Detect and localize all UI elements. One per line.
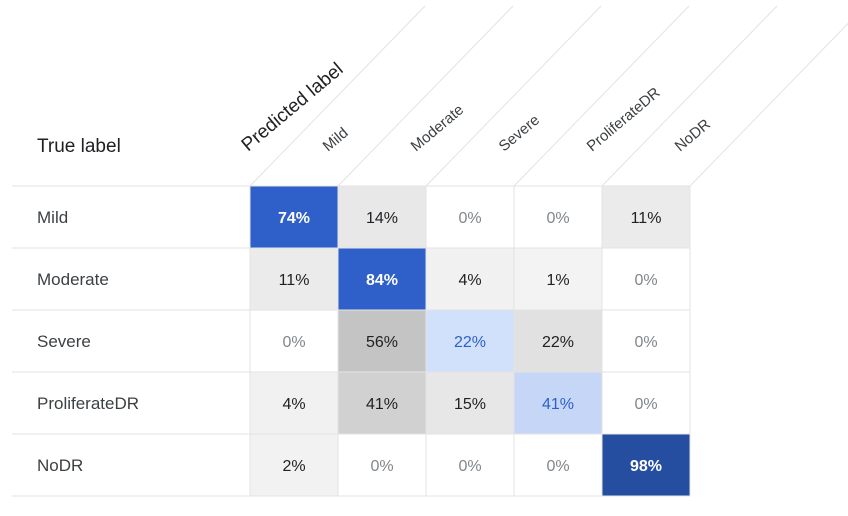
cell-value-label: 2% [282, 458, 305, 475]
matrix-cell [337, 247, 427, 311]
column-header-divider-lines [249, 5, 848, 187]
cell-value-label: 22% [542, 334, 574, 351]
matrix-cell [513, 185, 603, 249]
matrix-cell [601, 371, 691, 435]
cell-value-label: 0% [634, 334, 657, 351]
cell-value-label: 0% [634, 272, 657, 289]
cell-value-label: 0% [546, 210, 569, 227]
matrix-cell [513, 433, 603, 497]
cell-value-label: 1% [546, 272, 569, 289]
cell-value-label: 0% [458, 210, 481, 227]
matrix-cell [249, 371, 339, 435]
matrix-cell [601, 433, 691, 497]
column-divider-line [689, 22, 848, 187]
column-label: NoDR [672, 116, 714, 155]
cell-value-label: 15% [454, 396, 486, 413]
matrix-cell [337, 433, 427, 497]
cell-value-label: 41% [366, 396, 398, 413]
cell-value-label: 0% [634, 396, 657, 413]
matrix-cell [513, 247, 603, 311]
matrix-cell [249, 185, 339, 249]
matrix-cell [337, 371, 427, 435]
cell-value-label: 4% [282, 396, 305, 413]
column-divider-line [249, 5, 426, 187]
cell-value-label: 0% [458, 458, 481, 475]
row-label: Severe [37, 332, 91, 351]
matrix-cell [425, 433, 515, 497]
cell-value-label: 41% [542, 396, 574, 413]
cell-value-label: 74% [278, 210, 310, 227]
column-divider-line [337, 5, 514, 187]
row-label: Moderate [37, 270, 109, 289]
cell-value-label: 22% [454, 334, 486, 351]
matrix-cell [249, 309, 339, 373]
row-labels: Mild Moderate Severe ProliferateDR NoDR [12, 185, 250, 497]
matrix-cell [337, 185, 427, 249]
cell-value-label: 11% [279, 272, 310, 289]
matrix-cells: 74% 14% 0% 0% 11% 11% 84% 4% 1% 0% 0% 56% 22% 22% 0% 4%… [249, 185, 691, 497]
column-label: Severe [496, 111, 543, 155]
row-label: ProliferateDR [37, 394, 139, 413]
matrix-cell [425, 185, 515, 249]
matrix-cell [249, 247, 339, 311]
cell-value-label: 84% [366, 272, 398, 289]
matrix-cell [425, 309, 515, 373]
cell-value-label: 98% [630, 458, 662, 475]
matrix-cell [425, 371, 515, 435]
matrix-cell [513, 371, 603, 435]
column-divider-line [601, 5, 778, 187]
matrix-cell [249, 433, 339, 497]
row-label: Mild [37, 208, 68, 227]
cell-value-label: 11% [631, 210, 662, 227]
cell-value-label: 0% [370, 458, 393, 475]
column-divider-line [425, 5, 602, 187]
column-label: ProliferateDR [584, 84, 664, 155]
matrix-cell [601, 247, 691, 311]
column-label: Mild [320, 124, 352, 155]
cell-value-label: 14% [366, 210, 398, 227]
matrix-cell [425, 247, 515, 311]
cell-value-label: 56% [366, 334, 398, 351]
matrix-cell [601, 309, 691, 373]
column-divider-line [513, 5, 690, 187]
matrix-cell [513, 309, 603, 373]
cell-value-label: 0% [546, 458, 569, 475]
matrix-cell [337, 309, 427, 373]
row-label: NoDR [37, 456, 83, 475]
matrix-cell [601, 185, 691, 249]
cell-value-label: 4% [458, 272, 481, 289]
column-label: Moderate [408, 101, 467, 155]
true-label-axis-title: True label [37, 136, 121, 157]
cell-value-label: 0% [282, 334, 305, 351]
